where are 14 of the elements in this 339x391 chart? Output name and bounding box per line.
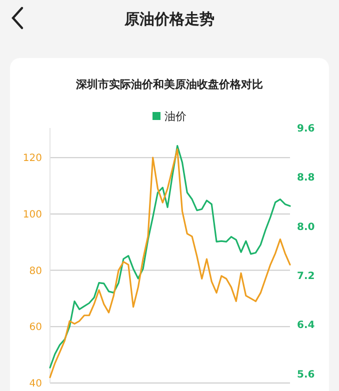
y2-tick-label: 8.8 — [297, 172, 315, 184]
y-tick-label: 80 — [29, 266, 42, 277]
y2-tick-label: 8.0 — [297, 222, 315, 233]
y2-tick-label: 7.2 — [297, 270, 315, 282]
legend-label: 油价 — [164, 110, 186, 123]
y2-tick-label: 5.6 — [297, 369, 315, 380]
chart-title: 深圳市实际油价和美原油收盘价格对比 — [75, 78, 263, 91]
y-tick-label: 120 — [22, 153, 42, 164]
y2-tick-label: 9.6 — [297, 124, 315, 134]
y-tick-label: 40 — [29, 378, 42, 390]
y-tick-label: 100 — [22, 209, 42, 220]
y-tick-label: 60 — [29, 322, 42, 334]
text: 原油价格走势 — [124, 10, 214, 28]
y2-tick-label: 6.4 — [297, 320, 315, 332]
